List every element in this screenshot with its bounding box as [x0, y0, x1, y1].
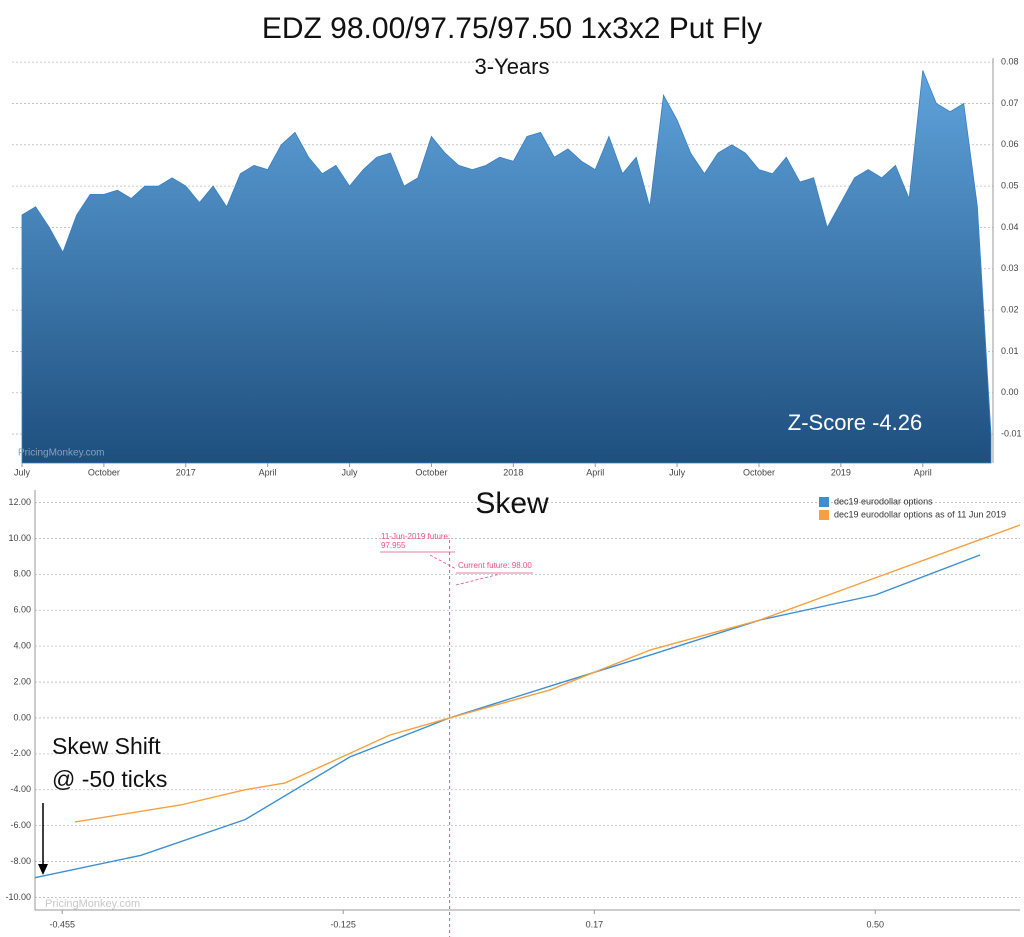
- y-tick-label: 0.00: [1001, 387, 1019, 397]
- watermark: PricingMonkey.com: [18, 448, 105, 459]
- top-chart: -0.01 0.00 0.01 0.02 0.03 0.04 0.05 0.06 0.07 0.0…: [12, 57, 1022, 477]
- x-tick-label: April: [259, 467, 277, 477]
- watermark: PricingMonkey.com: [45, 898, 140, 910]
- y-tick-label: -10.00: [5, 892, 31, 902]
- legend-swatch: [819, 497, 829, 507]
- line: [74, 524, 1021, 823]
- y-tick-label: 0.01: [1001, 346, 1019, 356]
- y-tick-label: -4.00: [10, 784, 31, 794]
- x-tick-label: 0.50: [867, 919, 885, 929]
- y-tick-label: -0.01: [1001, 428, 1022, 438]
- annotation-line: [455, 573, 501, 586]
- legend-label: dec19 eurodollar options as of 11 Jun 20…: [834, 509, 1006, 519]
- y-tick-label: 4.00: [13, 641, 31, 651]
- chart-title: EDZ 98.00/97.75/97.50 1x3x2 Put Fly: [262, 12, 762, 45]
- x-tick-label: 0.17: [586, 919, 604, 929]
- x-tick-label: 2018: [503, 467, 523, 477]
- y-tick-label: 0.02: [1001, 304, 1019, 314]
- x-tick-label: April: [914, 467, 932, 477]
- x-tick-label: July: [342, 467, 359, 477]
- annotation: Z-Score -4.26: [788, 410, 923, 435]
- y-tick-label: 0.06: [1001, 139, 1019, 149]
- y-tick-label: 0.04: [1001, 222, 1019, 232]
- y-tick-label: 0.08: [1001, 57, 1019, 67]
- annotation-line: [429, 554, 457, 570]
- annotation: 97.955: [381, 541, 406, 550]
- y-tick-label: 8.00: [13, 569, 31, 579]
- annotation: 11-Jun-2019 future:: [381, 532, 450, 541]
- annotation: @ -50 ticks: [52, 766, 167, 792]
- y-tick-label: -6.00: [10, 820, 31, 830]
- y-tick-label: 0.07: [1001, 98, 1019, 108]
- annotation: Current future: 98.00: [458, 561, 532, 570]
- legend-label: dec19 eurodollar options: [834, 496, 933, 506]
- x-tick-label: July: [14, 467, 31, 477]
- y-tick-label: 0.03: [1001, 263, 1019, 273]
- x-tick-label: July: [669, 467, 686, 477]
- chart-title: Skew: [475, 487, 549, 520]
- y-tick-label: 0.00: [13, 712, 31, 722]
- chart-subtitle: 3-Years: [474, 54, 549, 79]
- x-tick-label: October: [88, 467, 120, 477]
- x-tick-label: -0.455: [49, 919, 75, 929]
- legend-swatch: [819, 510, 829, 520]
- y-tick-label: -8.00: [10, 856, 31, 866]
- x-tick-label: -0.125: [330, 919, 356, 929]
- bottom-chart: -10.00 -8.00 -6.00 -4.00 -2.00 0.00 2.00 4.00 6.…: [5, 490, 1021, 937]
- x-tick-label: October: [743, 467, 775, 477]
- area: [21, 70, 992, 464]
- y-tick-label: 0.05: [1001, 180, 1019, 190]
- line: [34, 554, 981, 879]
- annotation: Skew Shift: [52, 733, 161, 759]
- y-tick-label: 2.00: [13, 676, 31, 686]
- x-tick-label: April: [586, 467, 604, 477]
- y-tick-label: 6.00: [13, 605, 31, 615]
- y-tick-label: 12.00: [8, 497, 31, 507]
- x-tick-label: October: [415, 467, 447, 477]
- arrow-head: [38, 864, 48, 875]
- y-tick-label: -2.00: [10, 748, 31, 758]
- y-tick-label: 10.00: [8, 533, 31, 543]
- x-tick-label: 2019: [831, 467, 851, 477]
- x-tick-label: 2017: [176, 467, 196, 477]
